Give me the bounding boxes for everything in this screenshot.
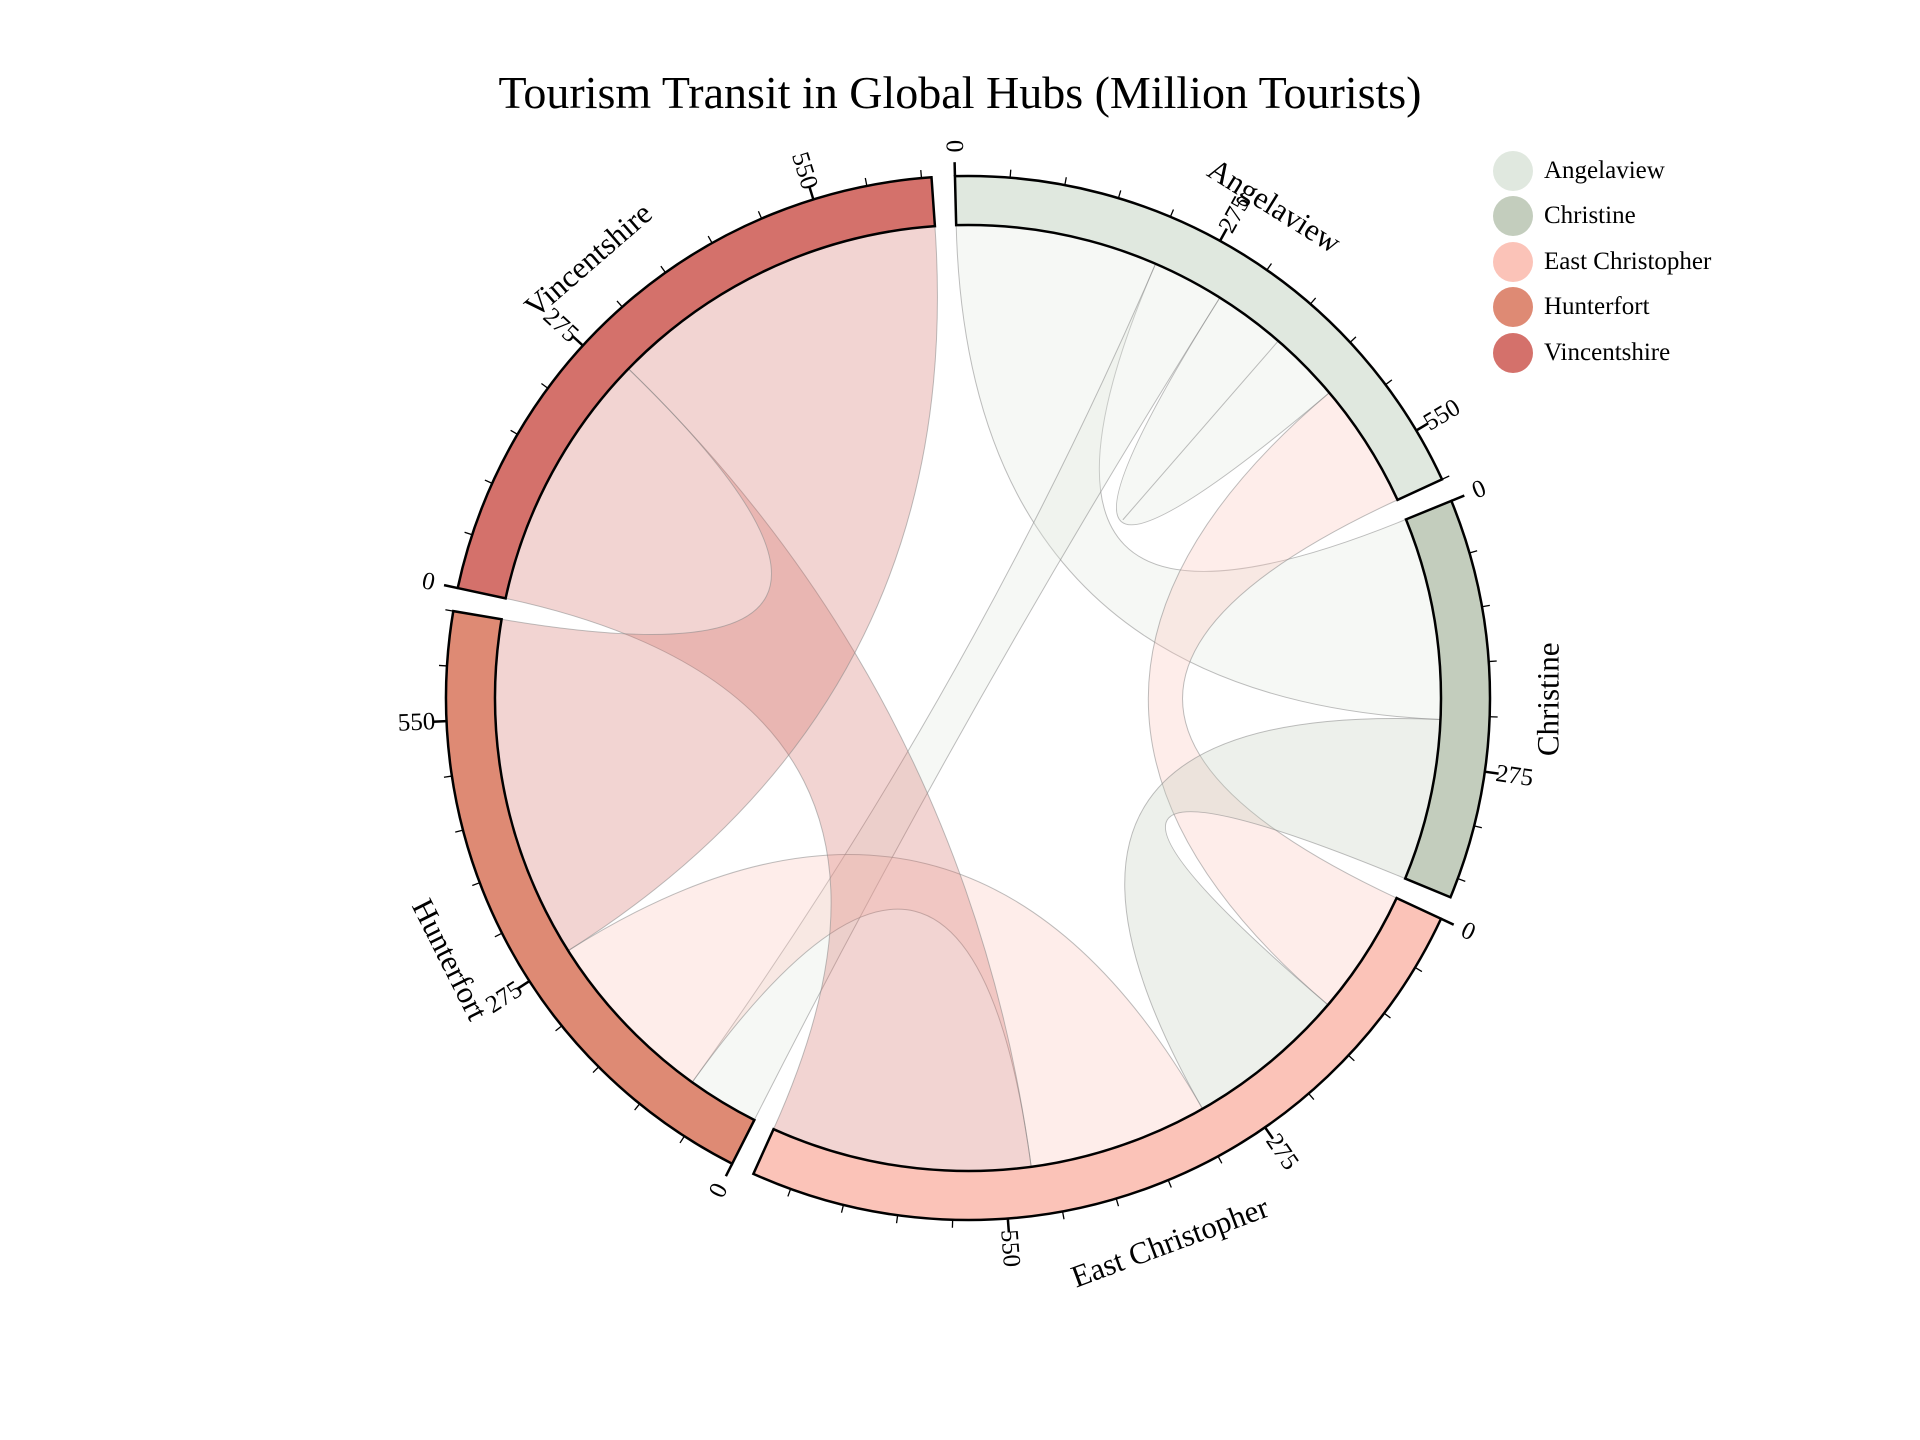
major-tick: [1440, 917, 1455, 926]
minor-tick: [555, 1025, 563, 1032]
minor-tick: [1414, 966, 1423, 973]
minor-tick: [1441, 475, 1450, 480]
minor-tick: [592, 1066, 600, 1073]
minor-tick: [1061, 1211, 1065, 1220]
legend-label: Vincentshire: [1544, 338, 1671, 366]
legend-swatch-icon: [1493, 332, 1533, 373]
minor-tick: [1167, 1179, 1172, 1188]
node-label-christine: Christine: [1530, 642, 1565, 756]
tick-label: 0: [704, 1179, 734, 1202]
minor-tick: [1473, 825, 1483, 829]
tick-label: 275: [1494, 760, 1535, 792]
tick-label: 550: [995, 1229, 1025, 1268]
minor-tick: [484, 479, 493, 484]
major-tick: [808, 185, 815, 200]
tick-label: 0: [1468, 475, 1490, 505]
minor-tick: [1308, 1093, 1315, 1101]
minor-tick: [1348, 1054, 1355, 1062]
minor-tick: [787, 1188, 792, 1197]
legend-item[interactable]: Angelaview: [1493, 148, 1711, 194]
minor-tick: [634, 1103, 641, 1111]
minor-tick: [1481, 604, 1490, 608]
tick-label: 550: [1419, 394, 1465, 436]
major-tick: [1450, 494, 1465, 503]
minor-tick: [445, 609, 454, 612]
minor-tick: [1266, 263, 1273, 271]
legend-swatch-icon: [1493, 196, 1533, 237]
tick-label: 0: [419, 567, 437, 596]
minor-tick: [1064, 177, 1067, 186]
minor-tick: [1383, 1012, 1391, 1019]
legend-label: Christine: [1544, 202, 1636, 230]
tick-label: 550: [786, 149, 823, 193]
major-tick: [432, 719, 447, 723]
minor-tick: [1469, 550, 1478, 554]
legend-item[interactable]: Hunterfort: [1493, 285, 1711, 331]
arc-hunterfort[interactable]: [444, 609, 757, 1166]
legend-item[interactable]: Vincentshire: [1493, 330, 1711, 376]
minor-tick: [660, 265, 667, 273]
minor-tick: [1217, 1155, 1223, 1164]
minor-tick: [1488, 660, 1497, 663]
legend: Angelaview Christine East Christopher Hu…: [1493, 148, 1711, 376]
minor-tick: [895, 1215, 899, 1224]
minor-tick: [840, 1204, 845, 1213]
minor-tick: [1117, 190, 1122, 199]
minor-tick: [757, 210, 763, 219]
minor-tick: [472, 882, 481, 887]
major-tick: [516, 980, 531, 990]
minor-tick: [1009, 169, 1012, 178]
minor-tick: [1115, 1198, 1120, 1207]
minor-tick: [616, 300, 623, 308]
tick-label: 275: [1260, 1129, 1304, 1175]
tick-label: 0: [941, 140, 968, 153]
legend-label: Hunterfort: [1544, 293, 1650, 321]
minor-tick: [1169, 209, 1175, 218]
node-label-hunterfort: Hunterfort: [405, 893, 495, 1026]
minor-tick: [541, 382, 549, 389]
arc-layer: [444, 174, 1492, 1222]
legend-item[interactable]: Christine: [1493, 194, 1711, 240]
legend-swatch-icon: [1493, 287, 1533, 328]
minor-tick: [455, 829, 464, 833]
legend-item[interactable]: East Christopher: [1493, 239, 1711, 285]
minor-tick: [679, 1135, 685, 1144]
arc-east-christopher[interactable]: [751, 896, 1443, 1222]
minor-tick: [920, 170, 923, 179]
major-tick: [1218, 228, 1228, 242]
minor-tick: [864, 177, 868, 187]
minor-tick: [494, 932, 503, 938]
minor-tick: [510, 429, 518, 435]
minor-tick: [707, 235, 713, 244]
legend-swatch-icon: [1493, 150, 1533, 191]
tick-label: 550: [397, 708, 436, 737]
major-tick: [1006, 1218, 1011, 1233]
major-tick: [1415, 422, 1429, 432]
ribbon-layer: [494, 224, 1442, 1172]
minor-tick: [1309, 297, 1317, 305]
minor-tick: [1457, 877, 1466, 882]
minor-tick: [443, 775, 452, 778]
arc-vincentshire[interactable]: [456, 175, 937, 600]
minor-tick: [1385, 379, 1393, 386]
major-tick: [724, 1163, 734, 1177]
legend-label: East Christopher: [1544, 247, 1712, 275]
arc-christine[interactable]: [1403, 499, 1492, 899]
legend-label: Angelaview: [1544, 156, 1665, 184]
minor-tick: [464, 531, 473, 536]
arc-angelaview[interactable]: [953, 174, 1444, 502]
tick-label: 0: [1457, 917, 1480, 947]
major-tick: [443, 583, 458, 590]
major-tick: [1263, 1126, 1274, 1140]
legend-swatch-icon: [1493, 241, 1533, 282]
minor-tick: [1349, 336, 1357, 343]
major-tick: [571, 335, 584, 347]
chart-title: Tourism Transit in Global Hubs (Million …: [498, 67, 1422, 118]
major-tick: [1484, 770, 1499, 775]
